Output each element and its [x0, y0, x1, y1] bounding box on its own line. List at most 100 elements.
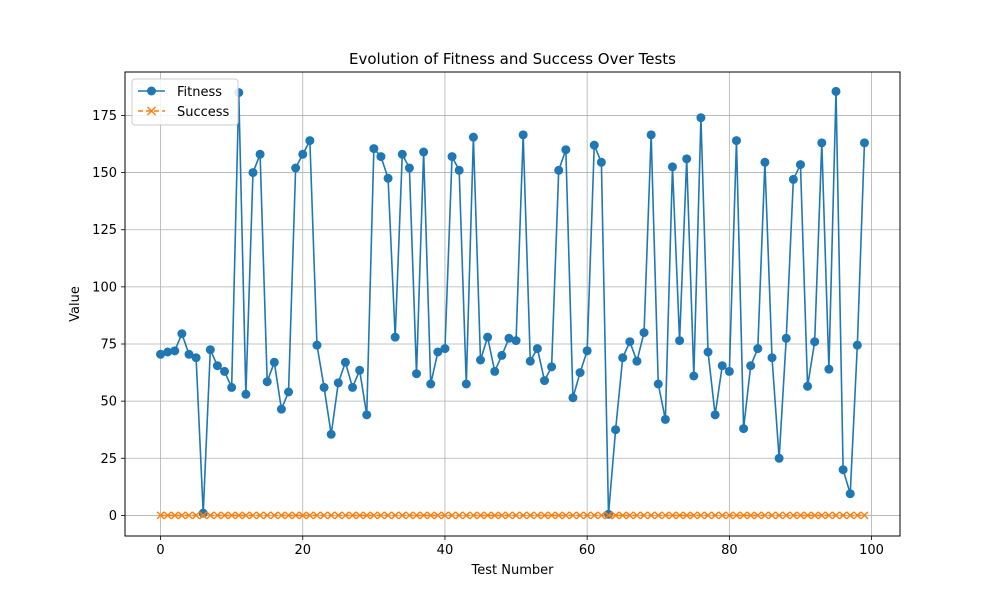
point-fitness — [454, 165, 464, 175]
point-fitness — [227, 382, 237, 392]
point-success — [263, 511, 272, 520]
point-success — [248, 511, 257, 520]
point-fitness — [525, 356, 535, 366]
point-success — [519, 511, 528, 520]
point-success — [476, 511, 485, 520]
point-success — [810, 511, 819, 520]
point-fitness — [291, 163, 301, 173]
point-fitness — [689, 371, 699, 381]
x-tick-label: 80 — [721, 543, 738, 558]
point-success — [376, 511, 385, 520]
plot-frame — [124, 71, 901, 537]
point-success — [206, 511, 215, 520]
series-layer — [156, 86, 869, 520]
point-fitness — [426, 379, 436, 389]
point-success — [739, 511, 748, 520]
point-success — [305, 511, 314, 520]
point-success — [632, 511, 641, 520]
x-tick-label: 40 — [437, 543, 454, 558]
point-fitness — [632, 356, 642, 366]
point-success — [568, 511, 577, 520]
point-fitness — [383, 173, 393, 183]
point-fitness — [440, 344, 450, 354]
point-fitness — [710, 410, 720, 420]
point-success — [177, 511, 186, 520]
point-success — [817, 511, 826, 520]
point-success — [312, 511, 321, 520]
point-fitness — [255, 149, 265, 159]
point-fitness — [746, 361, 756, 371]
point-success — [156, 511, 165, 520]
point-success — [448, 511, 457, 520]
y-tick-label: 0 — [109, 509, 117, 524]
point-success — [732, 511, 741, 520]
point-fitness — [269, 357, 279, 367]
point-fitness — [476, 355, 486, 365]
point-fitness — [739, 424, 749, 434]
point-success — [270, 511, 279, 520]
point-fitness — [184, 349, 194, 359]
point-fitness — [788, 174, 798, 184]
point-success — [782, 511, 791, 520]
point-fitness — [795, 160, 805, 170]
point-fitness — [817, 138, 827, 148]
point-success — [540, 511, 549, 520]
point-success — [419, 511, 428, 520]
point-fitness — [490, 366, 500, 376]
point-success — [796, 511, 805, 520]
legend-success-label: Success — [177, 105, 230, 120]
point-fitness — [355, 365, 365, 375]
y-axis-label: Value — [68, 286, 83, 322]
point-success — [526, 511, 535, 520]
point-fitness — [767, 353, 777, 363]
y-tick-label: 25 — [100, 452, 117, 467]
point-fitness — [468, 132, 478, 142]
point-success — [277, 511, 286, 520]
point-fitness — [170, 346, 180, 356]
point-success — [824, 511, 833, 520]
point-success — [369, 511, 378, 520]
point-fitness — [326, 429, 336, 439]
point-fitness — [177, 329, 187, 339]
point-success — [803, 511, 812, 520]
point-success — [775, 511, 784, 520]
point-success — [426, 511, 435, 520]
point-success — [640, 511, 649, 520]
point-success — [618, 511, 627, 520]
point-success — [661, 511, 670, 520]
point-fitness — [333, 378, 343, 388]
point-fitness — [575, 368, 585, 378]
point-success — [469, 511, 478, 520]
point-fitness — [547, 362, 557, 372]
point-fitness — [774, 453, 784, 463]
x-ticks: 0 20 40 60 80 100 — [156, 536, 884, 558]
y-tick-label: 100 — [92, 280, 117, 295]
point-success — [597, 511, 606, 520]
point-success — [554, 511, 563, 520]
legend-fitness-label: Fitness — [177, 85, 222, 100]
point-fitness — [220, 366, 230, 376]
point-success — [199, 511, 208, 520]
point-fitness — [660, 414, 670, 424]
point-fitness — [262, 377, 272, 387]
point-success — [583, 511, 592, 520]
point-success — [213, 511, 222, 520]
point-fitness — [532, 344, 542, 354]
point-success — [832, 511, 841, 520]
point-success — [341, 511, 350, 520]
point-success — [860, 511, 869, 520]
point-success — [298, 511, 307, 520]
point-success — [611, 511, 620, 520]
point-success — [576, 511, 585, 520]
point-fitness — [539, 376, 549, 386]
point-success — [184, 511, 193, 520]
point-fitness — [419, 147, 429, 157]
point-fitness — [511, 336, 521, 346]
point-success — [291, 511, 300, 520]
point-success — [220, 511, 229, 520]
point-success — [760, 511, 769, 520]
point-fitness — [653, 379, 663, 389]
point-fitness — [859, 138, 869, 148]
point-fitness — [312, 340, 322, 350]
point-success — [696, 511, 705, 520]
